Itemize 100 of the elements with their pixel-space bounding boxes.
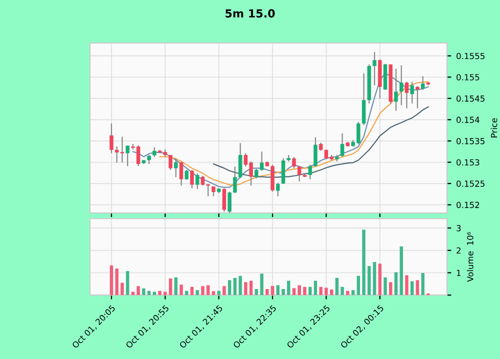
candlestick <box>297 166 302 182</box>
candlestick <box>420 76 425 90</box>
bar <box>384 277 387 296</box>
bar <box>136 286 140 296</box>
bar <box>228 280 232 296</box>
candlestick <box>276 182 280 197</box>
candlestick <box>126 145 130 167</box>
y-tick-label: 0.153 <box>456 159 480 166</box>
candlestick <box>362 72 366 126</box>
candlestick <box>260 151 264 172</box>
y-tick-label: 0.1525 <box>456 180 484 187</box>
bar <box>400 246 403 296</box>
bar <box>126 270 130 296</box>
bar <box>324 288 328 296</box>
candlestick <box>372 51 376 86</box>
chart-title: 5m 15.0 <box>226 9 275 18</box>
bar <box>233 278 237 296</box>
bar <box>270 286 274 296</box>
bar <box>238 276 242 296</box>
bar <box>319 286 322 296</box>
bar <box>152 292 156 296</box>
candlestick <box>308 164 312 180</box>
y-tick-label: 2 <box>456 247 460 254</box>
candlestick <box>174 158 178 178</box>
bar <box>180 284 183 296</box>
bar <box>394 272 398 296</box>
bar <box>372 262 376 296</box>
bar <box>164 292 167 296</box>
candlestick <box>152 146 156 158</box>
bar <box>201 286 204 296</box>
candlestick <box>292 156 296 169</box>
bar <box>276 285 280 296</box>
candlestick <box>114 146 119 164</box>
bar <box>282 289 285 296</box>
bar <box>303 286 306 296</box>
y-tick-label: 0.1555 <box>456 52 484 60</box>
bar <box>222 286 226 296</box>
bar <box>206 285 210 296</box>
y-tick-label: 0.1535 <box>456 138 484 144</box>
bar <box>174 277 178 296</box>
bar <box>330 290 334 296</box>
candlestick <box>110 122 114 154</box>
bar <box>266 289 269 296</box>
candlestick <box>416 86 420 109</box>
y-tick-label: 3 <box>456 225 461 232</box>
bar <box>120 282 124 296</box>
candlestick <box>168 154 172 170</box>
bar <box>190 286 194 296</box>
bar <box>298 285 301 296</box>
bar <box>314 280 318 296</box>
candlestick <box>190 169 194 189</box>
bar <box>168 278 172 296</box>
bar <box>131 292 135 296</box>
candlestick <box>394 68 398 112</box>
y-tick-label: 0.152 <box>456 202 480 208</box>
bar <box>254 289 258 296</box>
bar <box>115 268 118 296</box>
candlestick <box>120 136 124 164</box>
bar <box>196 290 199 296</box>
candlestick <box>404 81 409 109</box>
candlestick <box>233 166 237 194</box>
bar <box>405 275 408 296</box>
bar <box>389 282 392 296</box>
candlestick <box>410 81 414 104</box>
candlestick <box>195 172 200 190</box>
candlestick <box>314 136 318 168</box>
bar <box>217 290 220 296</box>
bar <box>335 278 339 296</box>
candlestick <box>212 186 216 197</box>
bar <box>351 290 355 296</box>
candlestick <box>399 64 404 106</box>
candlestick <box>179 162 184 186</box>
bar <box>260 274 264 296</box>
bar <box>368 266 371 296</box>
y-tick-label: 0.1545 <box>456 95 484 102</box>
bar <box>110 265 114 296</box>
bar <box>249 280 253 296</box>
bar <box>340 286 344 296</box>
bar <box>308 286 312 296</box>
bar <box>410 281 414 296</box>
y-axis-title: Price <box>490 118 498 138</box>
bar <box>287 280 290 296</box>
y-tick-label: 1 <box>456 270 461 276</box>
bar <box>378 264 382 296</box>
bar <box>356 276 360 296</box>
bar <box>142 288 146 296</box>
y-axis-title: Volume 10⁶ <box>466 232 474 282</box>
bar <box>292 288 296 296</box>
candlestick <box>340 132 344 158</box>
candlestick <box>281 158 286 184</box>
y-tick-label: 0.154 <box>456 116 480 123</box>
candlestick <box>222 188 226 212</box>
bar <box>346 290 350 296</box>
candlestick <box>228 191 232 213</box>
bar <box>244 282 248 296</box>
bar <box>362 230 366 296</box>
bar <box>212 291 216 296</box>
bar <box>416 280 420 296</box>
candlestick <box>254 168 258 179</box>
y-tick-label: 0.155 <box>456 74 480 80</box>
